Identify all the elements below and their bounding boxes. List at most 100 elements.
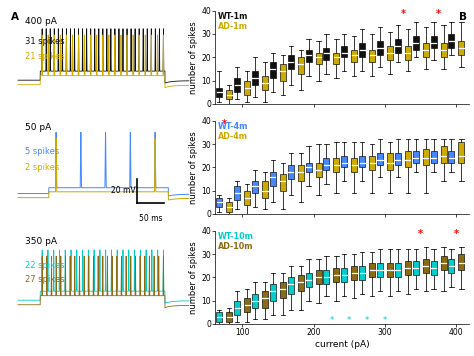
- Bar: [288, 277, 294, 294]
- Bar: [458, 142, 465, 163]
- Text: WT-10m: WT-10m: [218, 232, 254, 241]
- Text: 27 spikes: 27 spikes: [25, 276, 64, 284]
- Bar: [448, 34, 455, 48]
- Text: 5 spikes: 5 spikes: [25, 147, 59, 156]
- Bar: [369, 156, 375, 170]
- Bar: [252, 71, 258, 85]
- Bar: [448, 151, 455, 163]
- Bar: [280, 282, 286, 298]
- Bar: [387, 46, 393, 59]
- Text: 31 spikes: 31 spikes: [25, 37, 64, 46]
- Bar: [341, 268, 347, 282]
- Y-axis label: number of spikes: number of spikes: [189, 241, 198, 314]
- Bar: [423, 259, 429, 273]
- Text: *: *: [347, 316, 351, 325]
- Bar: [306, 273, 311, 287]
- Text: 50 pA: 50 pA: [25, 124, 51, 132]
- Text: 50 ms: 50 ms: [139, 214, 162, 223]
- Bar: [316, 53, 322, 64]
- Bar: [377, 41, 383, 55]
- Bar: [351, 50, 357, 62]
- Bar: [226, 312, 232, 321]
- Bar: [298, 57, 304, 74]
- Bar: [216, 198, 222, 207]
- Bar: [323, 158, 329, 170]
- Bar: [316, 163, 322, 177]
- Text: AD-4m: AD-4m: [218, 132, 248, 141]
- Bar: [395, 153, 401, 165]
- Text: 400 pA: 400 pA: [25, 17, 56, 26]
- Bar: [359, 43, 365, 57]
- Bar: [405, 261, 411, 275]
- Bar: [288, 55, 294, 69]
- Text: *: *: [436, 9, 441, 19]
- Text: *: *: [329, 316, 334, 325]
- Text: 20 mV: 20 mV: [111, 186, 136, 195]
- Text: *: *: [418, 229, 423, 239]
- Bar: [413, 36, 419, 50]
- Bar: [316, 270, 322, 284]
- Bar: [298, 165, 304, 181]
- Bar: [234, 301, 240, 315]
- Bar: [288, 165, 294, 179]
- Bar: [262, 76, 268, 90]
- X-axis label: current (pA): current (pA): [315, 340, 369, 349]
- Bar: [270, 284, 276, 301]
- Bar: [270, 62, 276, 78]
- Bar: [216, 88, 222, 97]
- Bar: [395, 263, 401, 277]
- Text: A: A: [11, 12, 19, 22]
- Bar: [234, 78, 240, 92]
- Text: AD-1m: AD-1m: [218, 22, 248, 31]
- Bar: [413, 151, 419, 163]
- Bar: [341, 156, 347, 167]
- Bar: [323, 270, 329, 284]
- Bar: [395, 39, 401, 53]
- Bar: [440, 146, 447, 163]
- Text: AD-10m: AD-10m: [218, 242, 254, 251]
- Text: 350 pA: 350 pA: [25, 237, 56, 246]
- Bar: [369, 263, 375, 277]
- Bar: [244, 190, 250, 205]
- Bar: [333, 158, 339, 172]
- Bar: [430, 261, 437, 275]
- Text: *: *: [401, 9, 405, 19]
- Bar: [405, 151, 411, 167]
- Text: WT-1m: WT-1m: [218, 12, 248, 21]
- Text: *: *: [365, 316, 369, 325]
- Bar: [387, 153, 393, 170]
- Bar: [351, 158, 357, 172]
- Bar: [458, 254, 465, 270]
- Bar: [430, 36, 437, 48]
- Bar: [226, 202, 232, 211]
- Bar: [359, 156, 365, 167]
- Bar: [440, 256, 447, 270]
- Bar: [387, 263, 393, 277]
- Bar: [280, 64, 286, 80]
- Bar: [423, 149, 429, 165]
- Bar: [341, 46, 347, 57]
- Bar: [270, 172, 276, 186]
- Bar: [440, 43, 447, 57]
- Bar: [323, 48, 329, 59]
- Text: 21 spikes: 21 spikes: [25, 52, 64, 61]
- Bar: [430, 151, 437, 163]
- Bar: [234, 186, 240, 200]
- Bar: [262, 291, 268, 308]
- Bar: [244, 298, 250, 312]
- Bar: [333, 53, 339, 64]
- Bar: [216, 312, 222, 321]
- Bar: [298, 275, 304, 291]
- Bar: [306, 163, 311, 172]
- Text: *: *: [454, 229, 459, 239]
- Text: WT-4m: WT-4m: [218, 122, 248, 131]
- Text: 22 spikes: 22 spikes: [25, 261, 64, 269]
- Bar: [423, 43, 429, 57]
- Bar: [226, 90, 232, 99]
- Bar: [448, 259, 455, 273]
- Bar: [351, 266, 357, 280]
- Bar: [458, 41, 465, 55]
- Bar: [262, 181, 268, 198]
- Bar: [280, 174, 286, 190]
- Text: B: B: [459, 12, 467, 22]
